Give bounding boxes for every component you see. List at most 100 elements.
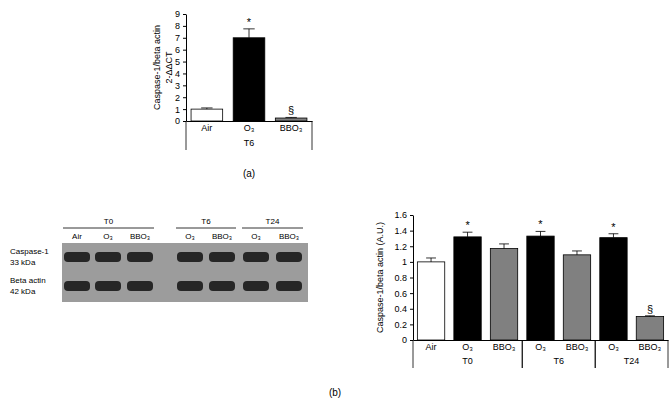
y-tick-mark [183, 121, 186, 122]
blot-group-label: T24 [266, 217, 280, 226]
x-tick-label: Air [426, 342, 437, 352]
error-cap [243, 28, 254, 29]
y-tick-label: 0.4 [394, 304, 407, 314]
blot-lane-label: O₃ [103, 232, 112, 241]
bar [600, 238, 627, 340]
panel-label: (a) [243, 168, 255, 179]
group-divider [668, 340, 669, 368]
significance-label: * [538, 218, 543, 230]
blot-band [243, 252, 269, 262]
y-tick: 0 [402, 335, 413, 345]
y-tick-mark [183, 26, 186, 27]
group-label: T6 [553, 356, 564, 366]
y-axis-title: Caspase-1/beta actin (A.U.) [375, 222, 385, 333]
y-tick: 1.4 [394, 226, 413, 236]
group-label: T24 [624, 356, 640, 366]
y-tick-label: 1.2 [394, 242, 407, 252]
x-tick: Air [426, 340, 437, 352]
group-divider [595, 340, 596, 368]
panel-label: (b) [329, 387, 341, 398]
significance-label: * [611, 221, 616, 233]
y-tick-label: 0.6 [394, 289, 407, 299]
blot-band [127, 252, 153, 262]
plot-marks [191, 29, 307, 121]
y-tick: 7 [175, 33, 186, 43]
y-tick-label: 1.6 [394, 210, 407, 220]
y-tick-mark [410, 324, 413, 325]
error-cap [572, 250, 582, 251]
error-bar [645, 315, 655, 317]
blot-band [209, 252, 235, 262]
group-divider [413, 340, 414, 368]
error-cap [645, 315, 655, 316]
y-tick-mark [410, 293, 413, 294]
blot-lane-label: O₃ [185, 232, 194, 241]
blot-band [243, 281, 269, 291]
y-tick: 1 [175, 104, 186, 114]
blot-group-label: T6 [201, 217, 211, 226]
y-tick-label: 0 [402, 335, 407, 345]
y-tick: 0.2 [394, 320, 413, 330]
y-tick-mark [183, 109, 186, 110]
error-whisker [504, 244, 505, 249]
blot-group-line [242, 228, 303, 229]
error-bar [536, 231, 546, 236]
x-tick-label: O₃ [244, 123, 255, 133]
y-axis-title: 2-ΔΔCT [164, 51, 174, 84]
y-tick-mark [410, 231, 413, 232]
y-tick: 3 [175, 81, 186, 91]
y-tick-mark [410, 340, 413, 341]
y-tick-label: 4 [175, 69, 180, 79]
y-tick: 0 [175, 116, 186, 126]
error-bar [243, 29, 254, 38]
y-tick-mark [410, 215, 413, 216]
y-axis-line [186, 15, 187, 122]
group-label: T6 [244, 138, 255, 148]
y-tick: 1 [402, 257, 413, 267]
significance-label: * [247, 16, 252, 28]
x-tick-label: Air [201, 123, 212, 133]
blot-row-name: Caspase-1 [10, 247, 49, 256]
error-bar [572, 251, 582, 255]
y-tick: 6 [175, 45, 186, 55]
blot-band [95, 281, 121, 291]
y-tick: 9 [175, 9, 186, 19]
error-bar [499, 244, 509, 249]
y-tick-mark [410, 262, 413, 263]
y-tick-mark [183, 97, 186, 98]
group-divider [595, 340, 596, 368]
x-tick-label: BBO₃ [566, 342, 589, 352]
x-tick-label: O₃ [535, 342, 546, 352]
bar [417, 262, 444, 340]
blot-band [177, 252, 203, 262]
blot-lane-label: Air [72, 232, 82, 241]
y-tick-mark [183, 38, 186, 39]
blot-lane-label: O₃ [251, 232, 260, 241]
bar [233, 38, 265, 121]
y-tick: 1.6 [394, 210, 413, 220]
error-whisker [613, 234, 614, 238]
bar [563, 255, 590, 340]
error-bar [609, 234, 619, 238]
y-tick-mark [410, 278, 413, 279]
blot-lane-label: BBO₃ [279, 232, 299, 241]
group-divider [312, 121, 313, 150]
blot-group-label: T0 [104, 217, 114, 226]
blot-band [95, 252, 121, 262]
x-tick: BBO₃ [639, 340, 662, 352]
x-tick-label: BBO₃ [639, 342, 662, 352]
error-bar [426, 258, 436, 262]
error-bar [201, 108, 212, 109]
blot-band [276, 252, 302, 262]
y-tick-mark [183, 14, 186, 15]
blot-lane-label: BBO₃ [212, 232, 232, 241]
blot-group-line [63, 228, 154, 229]
y-axis-line [413, 216, 414, 341]
y-tick: 5 [175, 57, 186, 67]
plot-marks [417, 231, 663, 340]
y-tick-label: 1 [175, 104, 180, 114]
x-tick-label: BBO₃ [493, 342, 516, 352]
blot-membrane [62, 243, 308, 302]
significance-label: § [288, 104, 294, 116]
x-tick: O₃ [462, 340, 473, 352]
